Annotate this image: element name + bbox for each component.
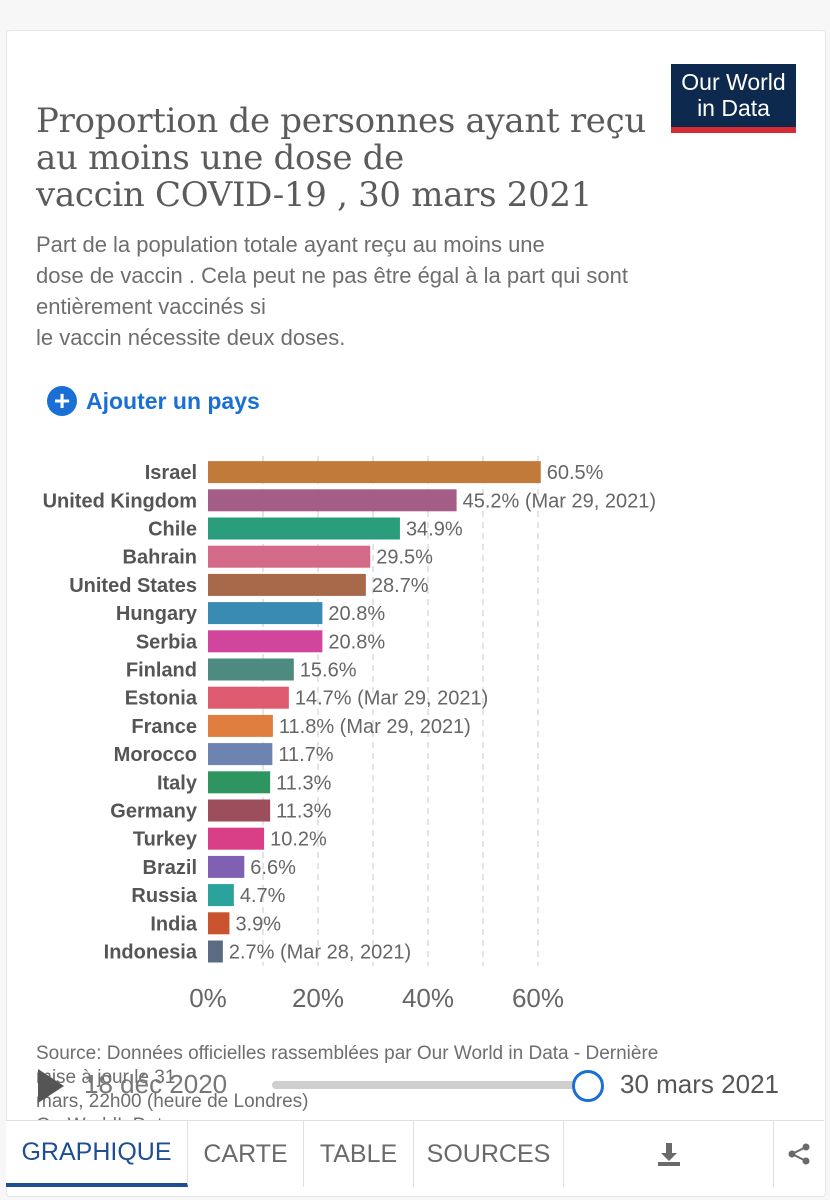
category-label: Brazil xyxy=(143,857,197,879)
category-label: Indonesia xyxy=(104,942,198,964)
bar xyxy=(208,686,289,709)
category-label: Estonia xyxy=(125,688,198,710)
add-country-button[interactable]: + Ajouter un pays xyxy=(47,384,260,418)
bar xyxy=(208,517,400,540)
title-line: vaccin COVID-19 , 30 mars 2021 xyxy=(36,175,593,215)
value-label: 10.2% xyxy=(270,829,327,851)
value-label: 14.7% (Mar 29, 2021) xyxy=(295,688,488,710)
title-line: Proportion de personnes ayant reçu xyxy=(36,101,646,141)
x-tick-label: 0% xyxy=(189,983,227,1013)
bar xyxy=(208,799,271,822)
share-icon xyxy=(788,1143,810,1165)
bar xyxy=(208,884,234,907)
value-label: 2.7% (Mar 28, 2021) xyxy=(229,942,411,964)
bar xyxy=(208,545,371,568)
bar xyxy=(208,630,323,653)
x-tick-label: 20% xyxy=(292,983,344,1013)
value-label: 4.7% xyxy=(240,885,286,907)
x-tick-label: 60% xyxy=(512,983,564,1013)
bar xyxy=(208,771,271,794)
chart-card xyxy=(6,30,826,1197)
subtitle-line: Part de la population totale ayant reçu … xyxy=(36,232,545,257)
download-button[interactable] xyxy=(564,1121,774,1187)
value-label: 11.8% (Mar 29, 2021) xyxy=(279,716,471,738)
category-label: India xyxy=(150,913,198,935)
category-label: United Kingdom xyxy=(43,490,197,512)
tab-sources[interactable]: SOURCES xyxy=(414,1121,564,1187)
title-line: au moins une dose de xyxy=(36,138,404,178)
category-label: Israel xyxy=(145,462,197,484)
bar xyxy=(208,461,541,484)
timeline-start-date: 18 déc 2020 xyxy=(84,1069,228,1099)
bar xyxy=(208,489,457,512)
value-label: 60.5% xyxy=(547,462,604,484)
timeline: 18 déc 2020 30 mars 2021 xyxy=(0,1063,830,1109)
category-label: United States xyxy=(69,575,197,597)
value-label: 34.9% xyxy=(406,519,463,541)
value-label: 29.5% xyxy=(376,547,433,569)
category-label: Turkey xyxy=(133,829,198,851)
category-label: Russia xyxy=(131,885,197,907)
play-icon[interactable] xyxy=(38,1069,64,1103)
logo-line-1: Our World xyxy=(681,69,786,95)
category-label: Hungary xyxy=(116,603,198,625)
bar-chart: Israel 60.5% United Kingdom 45.2% (Mar 29, … xyxy=(43,456,656,1013)
chart-subtitle: Part de la population totale ayant reçu … xyxy=(36,229,756,353)
category-label: Serbia xyxy=(136,631,198,653)
timeline-track[interactable] xyxy=(272,1081,588,1089)
bar xyxy=(208,602,323,625)
bar xyxy=(208,827,265,850)
bar xyxy=(208,855,245,878)
tab-carte[interactable]: CARTE xyxy=(188,1121,304,1187)
category-label: Germany xyxy=(110,801,198,823)
source-line: Source: Données officielles rassemblées … xyxy=(36,1043,659,1064)
bar xyxy=(208,714,273,737)
subtitle-line: le vaccin nécessite deux doses. xyxy=(36,325,346,350)
category-label: Chile xyxy=(148,519,197,541)
source-line: mars, 22h00 (heure de Londres) xyxy=(36,1091,309,1112)
timeline-handle[interactable] xyxy=(572,1070,604,1102)
owid-logo[interactable]: Our World in Data xyxy=(671,64,796,133)
chart-title: Proportion de personnes ayant reçu au mo… xyxy=(36,103,656,214)
value-label: 11.7% xyxy=(278,744,333,766)
share-button[interactable] xyxy=(774,1121,824,1187)
source-line: mise à jour le 31 xyxy=(36,1067,176,1088)
category-label: Italy xyxy=(157,772,198,794)
bar xyxy=(208,912,230,935)
bar xyxy=(208,658,294,681)
tab-table[interactable]: TABLE xyxy=(304,1121,414,1187)
add-country-label: Ajouter un pays xyxy=(86,387,260,414)
value-label: 11.3% xyxy=(276,801,331,823)
value-label: 3.9% xyxy=(235,913,281,935)
category-label: France xyxy=(131,716,197,738)
value-label: 20.8% xyxy=(328,603,385,625)
value-label: 6.6% xyxy=(250,857,296,879)
subtitle-line: entièrement vaccinés si xyxy=(36,294,266,319)
download-icon xyxy=(657,1143,680,1166)
logo-line-2: in Data xyxy=(697,95,770,121)
tab-bar: GRAPHIQUE CARTE TABLE SOURCES xyxy=(6,1120,824,1187)
value-label: 28.7% xyxy=(372,575,429,597)
timeline-end-date: 30 mars 2021 xyxy=(620,1069,779,1099)
category-label: Morocco xyxy=(114,744,197,766)
value-label: 45.2% (Mar 29, 2021) xyxy=(463,490,656,512)
value-label: 11.3% xyxy=(276,772,331,794)
plus-circle-icon: + xyxy=(47,386,77,416)
category-label: Finland xyxy=(126,660,197,682)
x-tick-label: 40% xyxy=(402,983,454,1013)
value-label: 20.8% xyxy=(328,631,385,653)
bar xyxy=(208,743,273,766)
subtitle-line: dose de vaccin . Cela peut ne pas être é… xyxy=(36,263,628,288)
bar xyxy=(208,573,366,596)
tab-graphique[interactable]: GRAPHIQUE xyxy=(6,1121,188,1187)
value-label: 15.6% xyxy=(300,660,357,682)
category-label: Bahrain xyxy=(123,547,197,569)
bar xyxy=(208,940,223,963)
